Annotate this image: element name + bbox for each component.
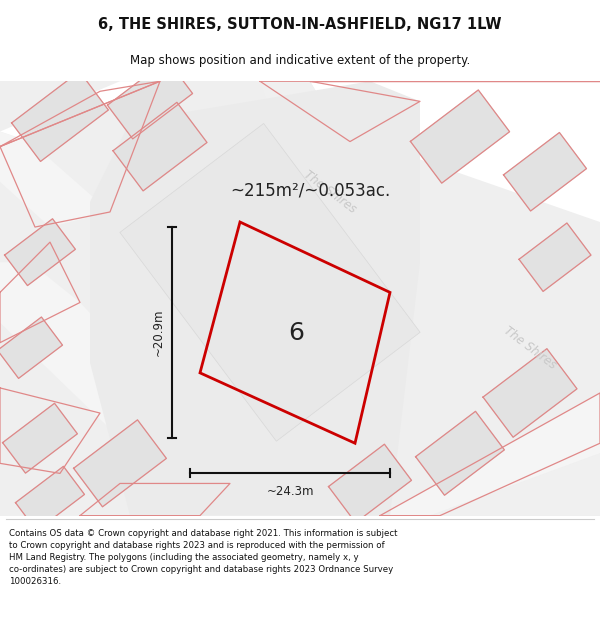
Polygon shape: [260, 81, 340, 142]
Polygon shape: [503, 132, 586, 211]
Polygon shape: [107, 60, 193, 139]
Text: ~215m²/~0.053ac.: ~215m²/~0.053ac.: [230, 182, 390, 200]
Text: Map shows position and indicative extent of the property.: Map shows position and indicative extent…: [130, 54, 470, 68]
Polygon shape: [16, 466, 85, 531]
Polygon shape: [120, 124, 420, 441]
Polygon shape: [2, 403, 77, 473]
Text: 6, THE SHIRES, SUTTON-IN-ASHFIELD, NG17 1LW: 6, THE SHIRES, SUTTON-IN-ASHFIELD, NG17 …: [98, 17, 502, 32]
Polygon shape: [0, 262, 280, 516]
Polygon shape: [416, 411, 505, 495]
Polygon shape: [0, 81, 170, 142]
Text: Contains OS data © Crown copyright and database right 2021. This information is : Contains OS data © Crown copyright and d…: [9, 529, 398, 586]
Polygon shape: [0, 317, 62, 378]
Polygon shape: [519, 223, 591, 291]
Polygon shape: [380, 393, 600, 516]
Polygon shape: [0, 131, 110, 227]
Polygon shape: [11, 71, 109, 161]
Polygon shape: [113, 102, 207, 191]
Text: ~24.3m: ~24.3m: [266, 486, 314, 499]
Text: 6: 6: [288, 321, 304, 344]
Polygon shape: [74, 420, 166, 507]
Text: The Shires: The Shires: [301, 168, 359, 216]
Text: ~20.9m: ~20.9m: [151, 309, 164, 356]
Polygon shape: [430, 453, 600, 516]
Polygon shape: [310, 81, 600, 222]
Polygon shape: [5, 219, 76, 286]
Polygon shape: [329, 444, 412, 522]
Polygon shape: [483, 349, 577, 438]
Text: The Shires: The Shires: [501, 324, 559, 372]
Polygon shape: [410, 90, 509, 183]
Polygon shape: [90, 81, 420, 516]
